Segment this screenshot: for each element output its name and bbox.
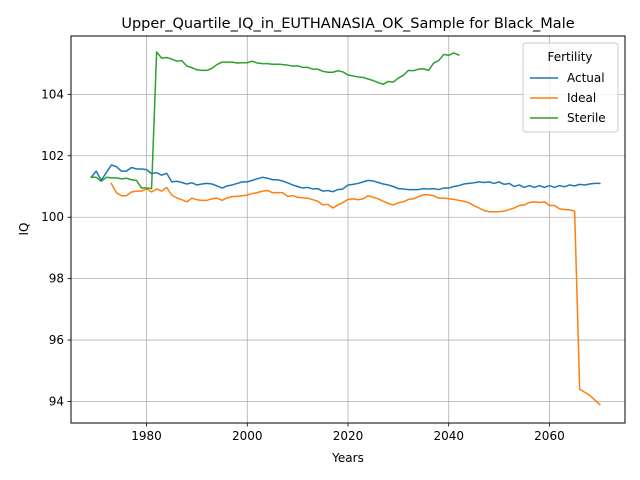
- y-tick-label: 94: [49, 395, 64, 409]
- y-tick-label: 104: [41, 87, 64, 101]
- legend-label-sterile: Sterile: [567, 111, 606, 125]
- chart-title: Upper_Quartile_IQ_in_EUTHANASIA_OK_Sampl…: [121, 16, 574, 32]
- y-axis-label: IQ: [17, 223, 31, 236]
- y-tick-label: 102: [41, 149, 64, 163]
- y-tick-label: 100: [41, 210, 64, 224]
- axis-ticks: 1980 2000 2020 2040 2060 94 96 98 100 102 104: [41, 87, 565, 443]
- legend-title: Fertility: [547, 50, 592, 64]
- series-lines: [90, 51, 601, 406]
- x-tick-label: 2060: [534, 429, 565, 443]
- legend: Fertility Actual Ideal Sterile: [522, 42, 619, 133]
- series-line-ideal: [110, 182, 601, 406]
- y-tick-label: 98: [49, 272, 64, 286]
- legend-items: Actual Ideal Sterile: [530, 71, 606, 125]
- legend-box: [522, 42, 619, 133]
- series-line-sterile: [90, 51, 460, 190]
- x-axis-label: Years: [331, 451, 364, 465]
- x-tick-label: 2040: [433, 429, 464, 443]
- series-line-actual: [90, 164, 601, 193]
- legend-label-actual: Actual: [567, 71, 605, 85]
- legend-label-ideal: Ideal: [567, 91, 596, 105]
- y-tick-label: 96: [49, 333, 64, 347]
- x-tick-label: 2020: [333, 429, 364, 443]
- x-tick-label: 1980: [131, 429, 162, 443]
- x-tick-label: 2000: [232, 429, 263, 443]
- grid: [71, 36, 625, 423]
